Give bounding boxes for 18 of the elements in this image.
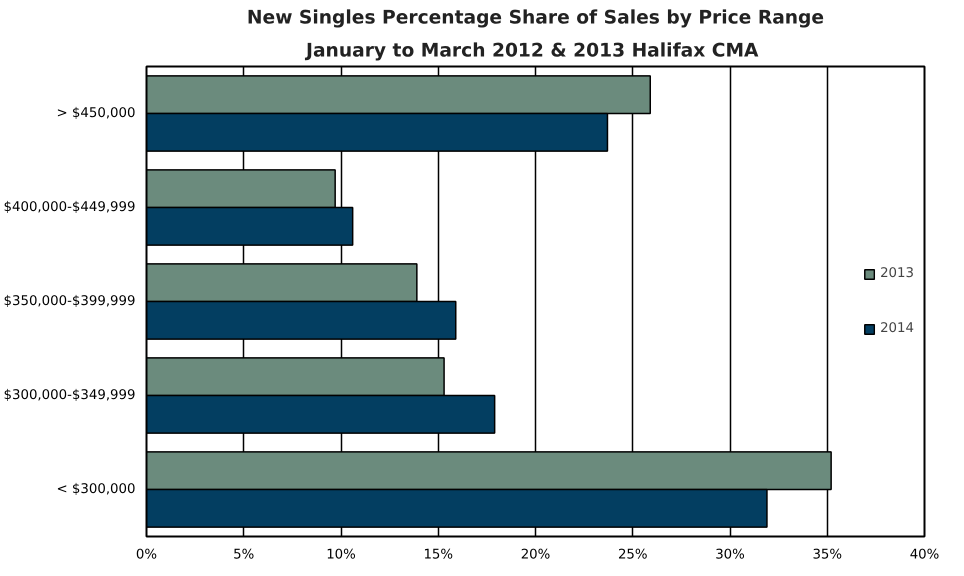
y-tick-label: > $450,000 — [56, 106, 136, 121]
y-tick-label: < $300,000 — [56, 482, 136, 497]
legend-label: 2014 — [880, 321, 914, 336]
x-tick-label: 5% — [233, 548, 254, 562]
legend-label: 2013 — [880, 266, 914, 281]
y-tick-label: $350,000-$399,999 — [4, 294, 136, 309]
x-tick-label: 25% — [618, 548, 648, 562]
x-tick-label: 10% — [326, 548, 356, 562]
y-tick-label: $400,000-$449,999 — [4, 200, 136, 215]
x-tick-label: 20% — [520, 548, 550, 562]
chart-subtitle: January to March 2012 & 2013 Halifax CMA — [304, 40, 760, 62]
x-tick-label: 35% — [812, 548, 842, 562]
x-tick-label: 40% — [910, 548, 940, 562]
y-tick-label: $300,000-$349,999 — [4, 388, 136, 403]
x-tick-label: 30% — [715, 548, 745, 562]
chart-title: New Singles Percentage Share of Sales by Price Range — [246, 8, 824, 28]
x-tick-label: 15% — [423, 548, 454, 562]
x-tick-label: 0% — [136, 548, 158, 562]
